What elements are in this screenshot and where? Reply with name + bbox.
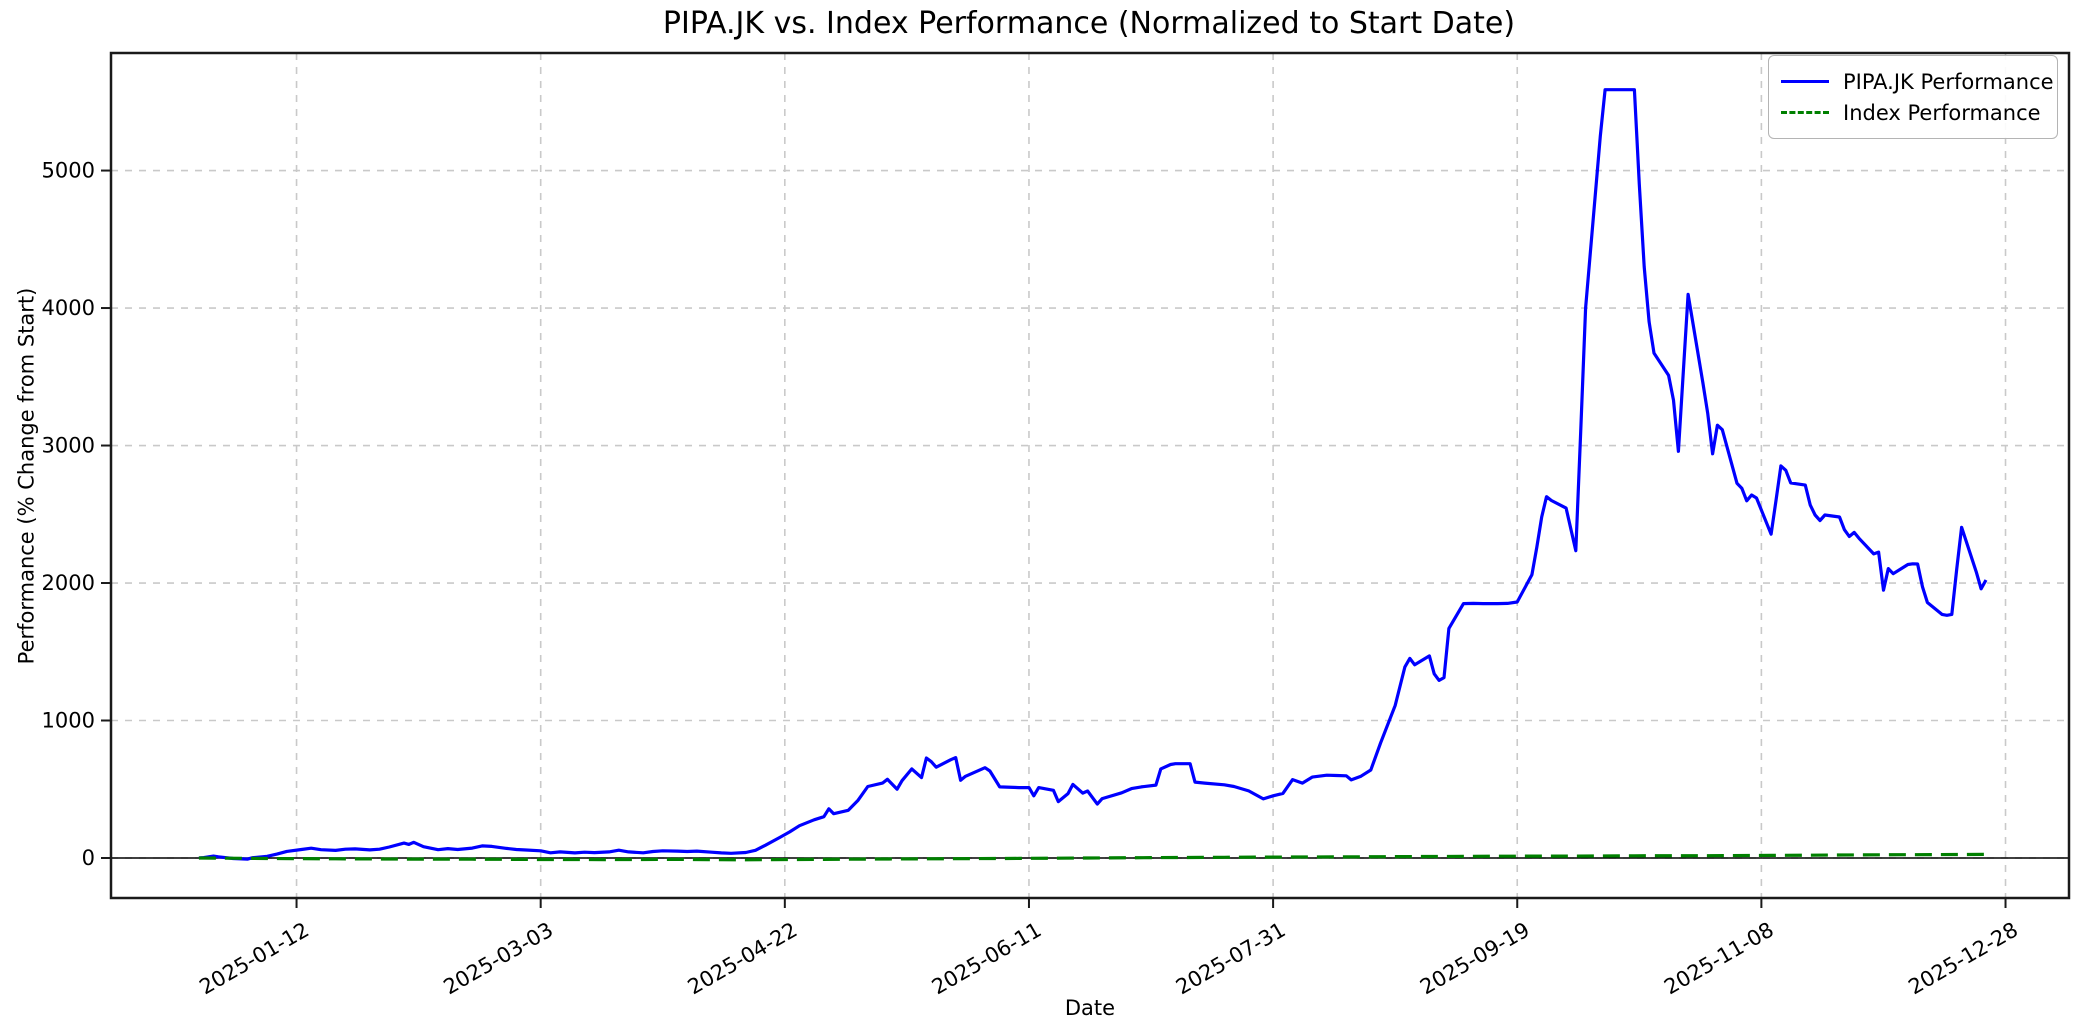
y-tick-label: 3000 (42, 434, 95, 458)
pipa-performance-line (198, 88, 1988, 861)
y-axis-label: Performance (% Change from Start) (14, 287, 39, 665)
y-tick-label: 1000 (42, 709, 95, 733)
x-tick-label: 2025-11-08 (1660, 918, 1778, 1000)
index-performance-line (198, 852, 1987, 862)
x-tick-label: 2025-07-31 (1172, 918, 1290, 1000)
y-tick-label: 5000 (42, 159, 95, 183)
x-tick-label: 2025-01-12 (195, 918, 313, 1000)
legend-label-index: Index Performance (1843, 100, 2041, 125)
legend-label-pipa: PIPA.JK Performance (1843, 69, 2054, 94)
legend-item-index: Index Performance (1781, 97, 2045, 128)
legend: PIPA.JK Performance Index Performance (1768, 55, 2058, 139)
plot-border (109, 51, 2071, 900)
x-tick-label: 2025-09-19 (1416, 918, 1534, 1000)
x-tick-label: 2025-12-28 (1904, 918, 2022, 1000)
y-tick-label: 0 (82, 846, 95, 870)
y-tick-label: 2000 (42, 571, 95, 595)
x-tick-label: 2025-06-11 (928, 918, 1046, 1000)
legend-line-sample-solid-icon (1781, 80, 1829, 83)
legend-item-pipa: PIPA.JK Performance (1781, 66, 2054, 97)
legend-line-sample-dashed-icon (1781, 111, 1829, 114)
x-axis-label: Date (1064, 996, 1116, 1020)
y-tick-label: 4000 (42, 296, 95, 320)
x-tick-label: 2025-04-22 (684, 918, 802, 1000)
x-tick-label: 2025-03-03 (439, 918, 557, 1000)
